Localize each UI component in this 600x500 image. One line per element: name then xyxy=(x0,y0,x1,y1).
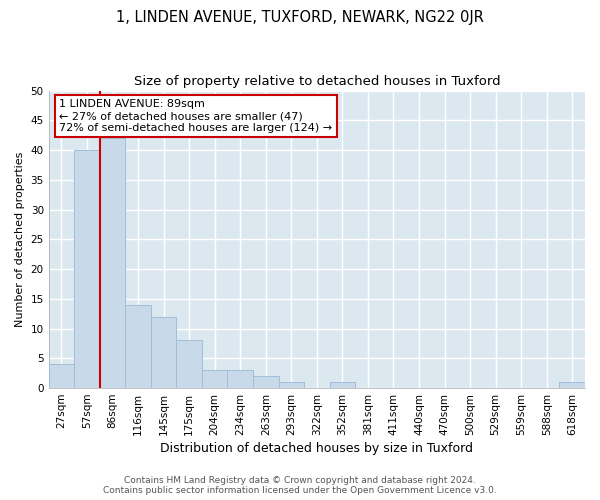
Text: 1 LINDEN AVENUE: 89sqm
← 27% of detached houses are smaller (47)
72% of semi-det: 1 LINDEN AVENUE: 89sqm ← 27% of detached… xyxy=(59,100,332,132)
Title: Size of property relative to detached houses in Tuxford: Size of property relative to detached ho… xyxy=(134,75,500,88)
Bar xyxy=(151,316,176,388)
Bar xyxy=(100,138,125,388)
Y-axis label: Number of detached properties: Number of detached properties xyxy=(15,152,25,327)
Bar xyxy=(253,376,278,388)
Bar xyxy=(49,364,74,388)
Bar xyxy=(125,305,151,388)
Bar xyxy=(278,382,304,388)
Text: Contains HM Land Registry data © Crown copyright and database right 2024.
Contai: Contains HM Land Registry data © Crown c… xyxy=(103,476,497,495)
X-axis label: Distribution of detached houses by size in Tuxford: Distribution of detached houses by size … xyxy=(160,442,473,455)
Bar xyxy=(227,370,253,388)
Text: 1, LINDEN AVENUE, TUXFORD, NEWARK, NG22 0JR: 1, LINDEN AVENUE, TUXFORD, NEWARK, NG22 … xyxy=(116,10,484,25)
Bar xyxy=(176,340,202,388)
Bar xyxy=(74,150,100,388)
Bar xyxy=(329,382,355,388)
Bar xyxy=(559,382,585,388)
Bar xyxy=(202,370,227,388)
